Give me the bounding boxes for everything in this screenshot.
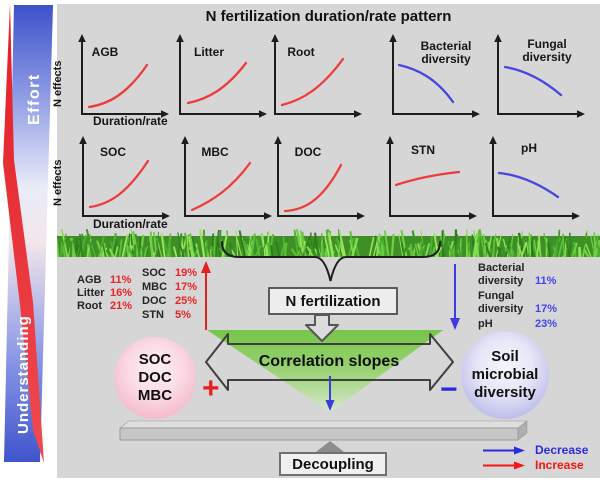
plot-mbc: MBC: [178, 134, 278, 222]
x-axis-label-row1: Duration/rate: [93, 114, 168, 128]
plot-label-mbc: MBC: [201, 145, 229, 159]
stat-stn: STN 5%: [142, 309, 191, 321]
balance-beam: [119, 420, 528, 441]
stat-ph: pH 23%: [478, 318, 558, 330]
decoupling-box: Decoupling: [279, 452, 387, 476]
plot-ph: pH: [486, 134, 586, 222]
blue-right-arrow-icon: [483, 446, 525, 455]
n-fertilization-box: N fertilization: [268, 287, 398, 315]
plot-label-agb: AGB: [92, 45, 119, 59]
plot-bacterial-diversity: Bacterial diversity: [386, 32, 486, 120]
plot-label-litter: Litter: [194, 45, 224, 59]
plot-soc: SOC: [76, 134, 176, 222]
plot-label-ph: pH: [521, 141, 537, 155]
plot-stn: STN: [383, 134, 483, 222]
stat-root: Root 21%: [77, 300, 133, 312]
stat-bacterial-diversity: Bacterial diversity 11%: [478, 262, 557, 287]
minus-sign: −: [440, 373, 458, 406]
gradient-band: [4, 5, 53, 462]
plus-sign: +: [202, 372, 220, 405]
plot-label-doc: DOC: [295, 145, 322, 159]
fulcrum-triangle: [316, 441, 344, 452]
stat-agb: AGB 11%: [77, 274, 132, 286]
plot-doc: DOC: [271, 134, 371, 222]
plot-litter: Litter: [173, 32, 273, 120]
figure-title: N fertilization duration/rate pattern: [205, 8, 452, 25]
funnel-down-arrow: [325, 376, 335, 411]
soil-microbial-diversity-circle: Soil microbial diversity: [461, 331, 549, 419]
y-axis-label-row1: N effects: [52, 60, 64, 107]
legend-increase: Increase: [481, 459, 588, 472]
left-stats-plants: AGB 11% Litter 16% Root 21%: [77, 274, 132, 313]
blue-down-arrow: [450, 264, 460, 330]
x-axis-label-row2: Duration/rate: [93, 217, 168, 231]
right-stats-diversity: Bacterial diversity 11% Fungal diversity…: [478, 262, 557, 333]
soc-doc-mbc-circle: SOC DOC MBC: [114, 337, 196, 419]
plot-label-fungal: Fungal diversity: [522, 37, 572, 64]
green-funnel-triangle: [207, 330, 443, 412]
stat-mbc: MBC 17%: [142, 281, 198, 293]
understanding-label: Understanding: [15, 315, 32, 434]
stat-doc: DOC 25%: [142, 295, 198, 307]
effort-understanding-sidebar: Effort Understanding: [3, 4, 53, 463]
y-axis-label-row2: N effects: [52, 159, 64, 206]
correlation-slopes-label: Correlation slopes: [258, 353, 400, 370]
red-right-arrow-icon: [483, 461, 525, 470]
red-ribbon: [3, 4, 44, 463]
stat-fungal-diversity: Fungal diversity 17%: [478, 290, 558, 315]
red-up-arrow: [201, 261, 211, 330]
grass-strip: [57, 228, 600, 257]
stat-litter: Litter 16%: [77, 287, 133, 299]
plot-label-bacterial: Bacterial diversity: [421, 39, 472, 66]
plot-agb: AGB: [75, 32, 175, 120]
legend-decrease: Decrease: [481, 444, 588, 457]
main-panel: N fertilization duration/rate pattern AG…: [52, 4, 600, 478]
block-down-arrow: [305, 314, 339, 342]
legend: Decrease Increase: [481, 444, 588, 474]
plot-fungal-diversity: Fungal diversity: [491, 32, 591, 120]
effort-label: Effort: [26, 73, 43, 125]
plot-root: Root: [268, 32, 368, 120]
plot-label-root: Root: [287, 45, 314, 59]
plot-label-soc: SOC: [100, 145, 126, 159]
plot-label-stn: STN: [411, 143, 435, 157]
stat-soc: SOC 19%: [142, 267, 198, 279]
left-stats-soil: SOC 19% MBC 17% DOC 25% STN 5%: [142, 267, 197, 323]
